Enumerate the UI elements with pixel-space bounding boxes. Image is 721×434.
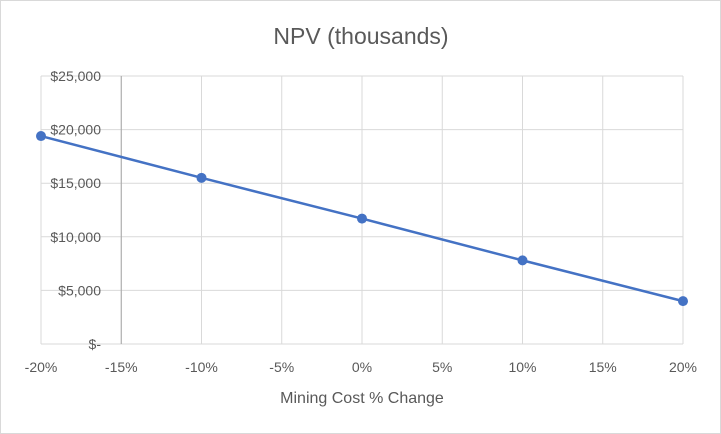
x-tick-label: 10% bbox=[508, 359, 536, 375]
y-tick-label: $5,000 bbox=[58, 282, 101, 298]
chart-title: NPV (thousands) bbox=[273, 23, 448, 49]
x-tick-label: -5% bbox=[269, 359, 294, 375]
data-point bbox=[36, 131, 46, 142]
x-tick-label: 5% bbox=[432, 359, 452, 375]
y-tick-label: $15,000 bbox=[50, 175, 101, 191]
x-tick-label: -15% bbox=[105, 359, 138, 375]
x-tick-label: -10% bbox=[185, 359, 218, 375]
gridlines bbox=[40, 75, 684, 345]
data-point bbox=[678, 296, 688, 307]
data-point bbox=[196, 172, 207, 183]
x-axis-tick-labels: -20% -15% -10% -5% 0% 5% 10% 15% 20% bbox=[25, 359, 697, 375]
y-tick-label: $10,000 bbox=[50, 229, 101, 245]
y-tick-label: $25,000 bbox=[50, 68, 101, 84]
x-axis-title: Mining Cost % Change bbox=[280, 390, 444, 407]
x-tick-label: -20% bbox=[25, 359, 58, 375]
data-point bbox=[357, 213, 367, 224]
data-point bbox=[517, 255, 528, 266]
series-layer bbox=[36, 131, 688, 307]
x-tick-label: 0% bbox=[352, 359, 372, 375]
y-tick-label: $20,000 bbox=[50, 122, 101, 138]
x-tick-label: 20% bbox=[669, 359, 697, 375]
y-axis-tick-labels: $- $5,000 $10,000 $15,000 $20,000 $25,000 bbox=[50, 68, 101, 352]
y-tick-label: $- bbox=[89, 336, 102, 352]
x-tick-label: 15% bbox=[589, 359, 617, 375]
